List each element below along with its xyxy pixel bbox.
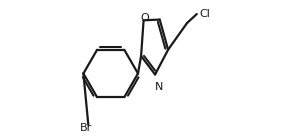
Text: Cl: Cl xyxy=(199,9,210,19)
Text: N: N xyxy=(155,82,163,92)
Text: Br: Br xyxy=(80,123,92,133)
Text: O: O xyxy=(141,13,149,23)
